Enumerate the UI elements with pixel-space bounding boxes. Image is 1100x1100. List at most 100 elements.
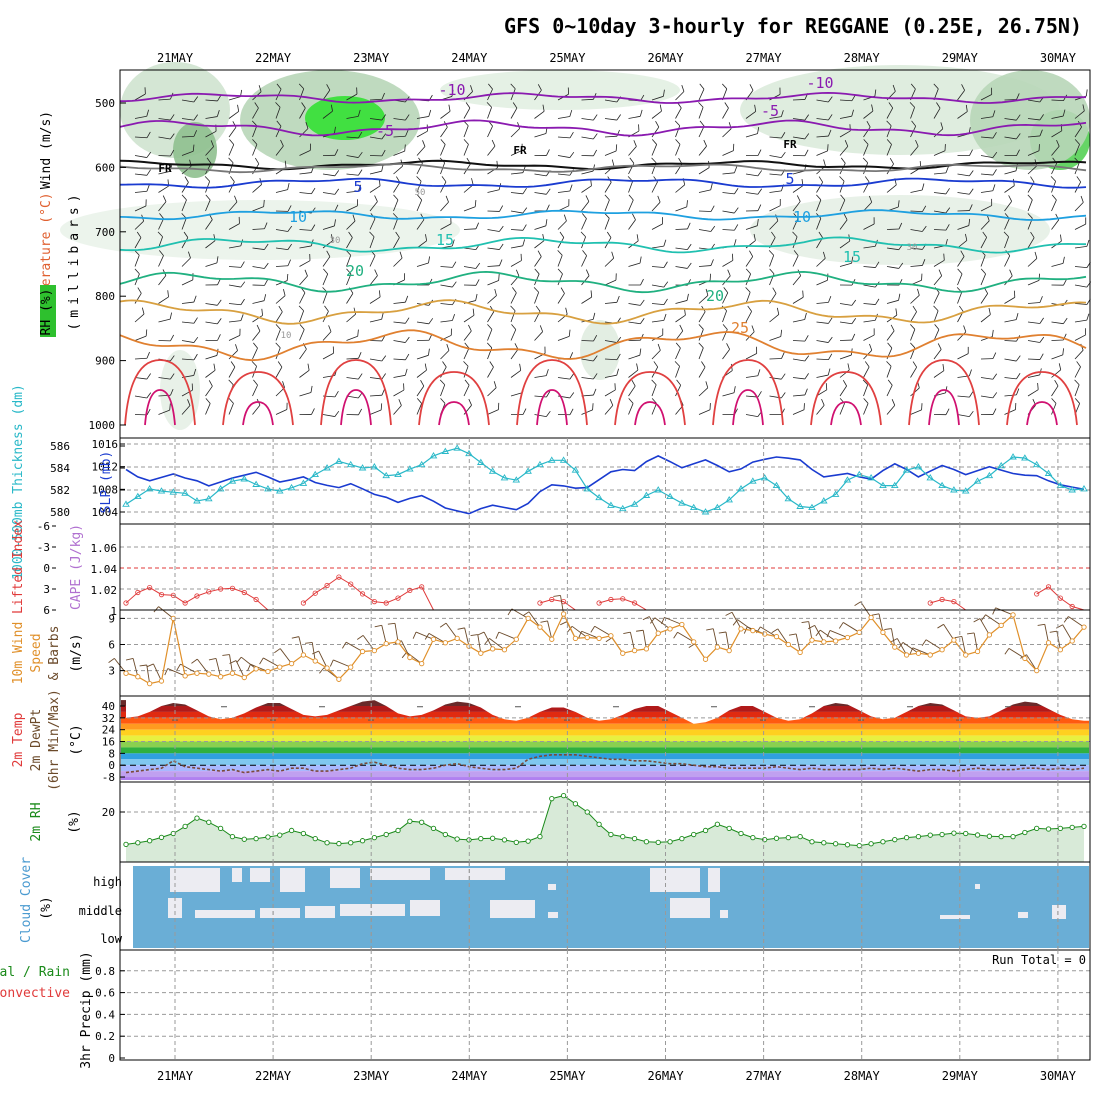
rh-point <box>1081 823 1087 829</box>
barb-staff <box>675 347 681 360</box>
wind-barb <box>463 308 475 323</box>
barb-flag <box>299 324 305 330</box>
thickness-point <box>264 485 272 492</box>
barb-flag <box>514 343 519 350</box>
wind-barb <box>393 368 408 378</box>
barb-staff <box>416 403 423 415</box>
thickness-point <box>157 487 166 494</box>
barb-staff <box>886 184 897 193</box>
wind-barb <box>745 104 757 119</box>
barb-staff <box>252 315 263 323</box>
barb-flag <box>463 361 469 367</box>
barb-staff <box>957 173 970 177</box>
barb-flag <box>886 361 892 367</box>
barb-staff <box>863 201 873 212</box>
barb-staff <box>745 414 758 417</box>
barb-staff <box>369 394 382 397</box>
barb-flag <box>539 325 543 332</box>
wind-barb <box>933 408 950 416</box>
surface-wind-barb <box>808 624 825 643</box>
barb-staff <box>299 260 311 267</box>
wind-barb <box>980 392 998 399</box>
date-label-bottom: 30MAY <box>1040 1069 1077 1083</box>
barb-staff <box>995 607 1014 616</box>
wind-barb <box>1074 361 1081 378</box>
barb-staff <box>722 392 735 397</box>
wind-barb <box>674 361 680 378</box>
barb-flag <box>732 619 738 626</box>
barb-staff <box>181 340 194 343</box>
barb-staff <box>604 257 614 267</box>
barb-staff <box>346 115 359 119</box>
temperature-tick-label: 32 <box>102 712 115 725</box>
wind-barb <box>816 96 833 103</box>
wind-barb <box>957 250 965 267</box>
wind-barb <box>557 151 575 158</box>
clear-sky-patch <box>1052 905 1066 919</box>
barb-flag <box>230 176 235 183</box>
barb-staff <box>698 229 711 232</box>
barb-staff <box>158 606 174 619</box>
warm-isotherm <box>712 359 784 426</box>
barb-flag <box>937 623 944 629</box>
barb-staff <box>252 144 258 156</box>
barb-flag <box>734 188 739 195</box>
barb-staff <box>440 181 447 193</box>
barb-staff <box>205 262 218 267</box>
wind-speed-point <box>442 640 448 646</box>
barb-staff <box>980 377 993 380</box>
wind-barb <box>534 268 540 286</box>
thickness-point <box>583 485 592 492</box>
barb-flag <box>606 231 612 238</box>
barb-flag <box>193 96 199 103</box>
barb-staff <box>134 115 147 119</box>
wind-barb <box>1051 279 1067 286</box>
barb-flag <box>1074 398 1080 404</box>
barb-staff <box>1051 321 1064 325</box>
wind-barb <box>698 288 709 304</box>
barb-flag <box>1051 398 1057 404</box>
barb-flag <box>968 410 974 417</box>
wind-barb <box>581 334 598 342</box>
barb-staff <box>722 192 735 195</box>
barb-staff <box>777 628 789 645</box>
barb-staff <box>510 150 523 156</box>
thickness-point <box>760 474 769 481</box>
wind-barb <box>322 234 333 249</box>
barb-staff <box>167 668 186 677</box>
wind-barb <box>463 398 472 415</box>
barb-staff <box>628 181 634 193</box>
wind-barb <box>557 131 574 139</box>
wind-speed-point <box>478 650 484 656</box>
barb-staff <box>792 275 801 286</box>
barb-flag <box>280 139 284 147</box>
barb-staff <box>134 255 140 267</box>
barb-staff <box>1004 136 1017 140</box>
wind-tick-label: 6 <box>108 639 115 652</box>
thickness-point <box>879 481 887 489</box>
barb-staff <box>463 228 477 230</box>
barb-flag <box>559 231 565 238</box>
barb-staff <box>980 155 993 158</box>
date-label-bottom: 28MAY <box>844 1069 881 1083</box>
barb-staff <box>346 237 353 249</box>
barb-staff <box>698 409 711 415</box>
barb-flag <box>843 213 848 221</box>
lifted-index-point <box>194 593 200 599</box>
wind-barb <box>722 166 738 175</box>
barb-flag <box>301 102 306 109</box>
barb-staff <box>369 118 382 121</box>
barb-staff <box>628 219 636 230</box>
barb-flag <box>468 398 472 406</box>
wind-barb <box>557 373 575 380</box>
barb-flag <box>875 298 880 305</box>
barb-staff <box>369 275 378 286</box>
barb-flag <box>1039 317 1044 324</box>
wind-barb <box>980 231 987 249</box>
barb-flag <box>569 184 573 192</box>
wind-speed-point <box>596 635 602 642</box>
barb-flag <box>863 139 869 145</box>
barb-flag <box>771 628 779 634</box>
wind-barb <box>957 218 971 230</box>
contour-label: 20 <box>346 262 364 280</box>
